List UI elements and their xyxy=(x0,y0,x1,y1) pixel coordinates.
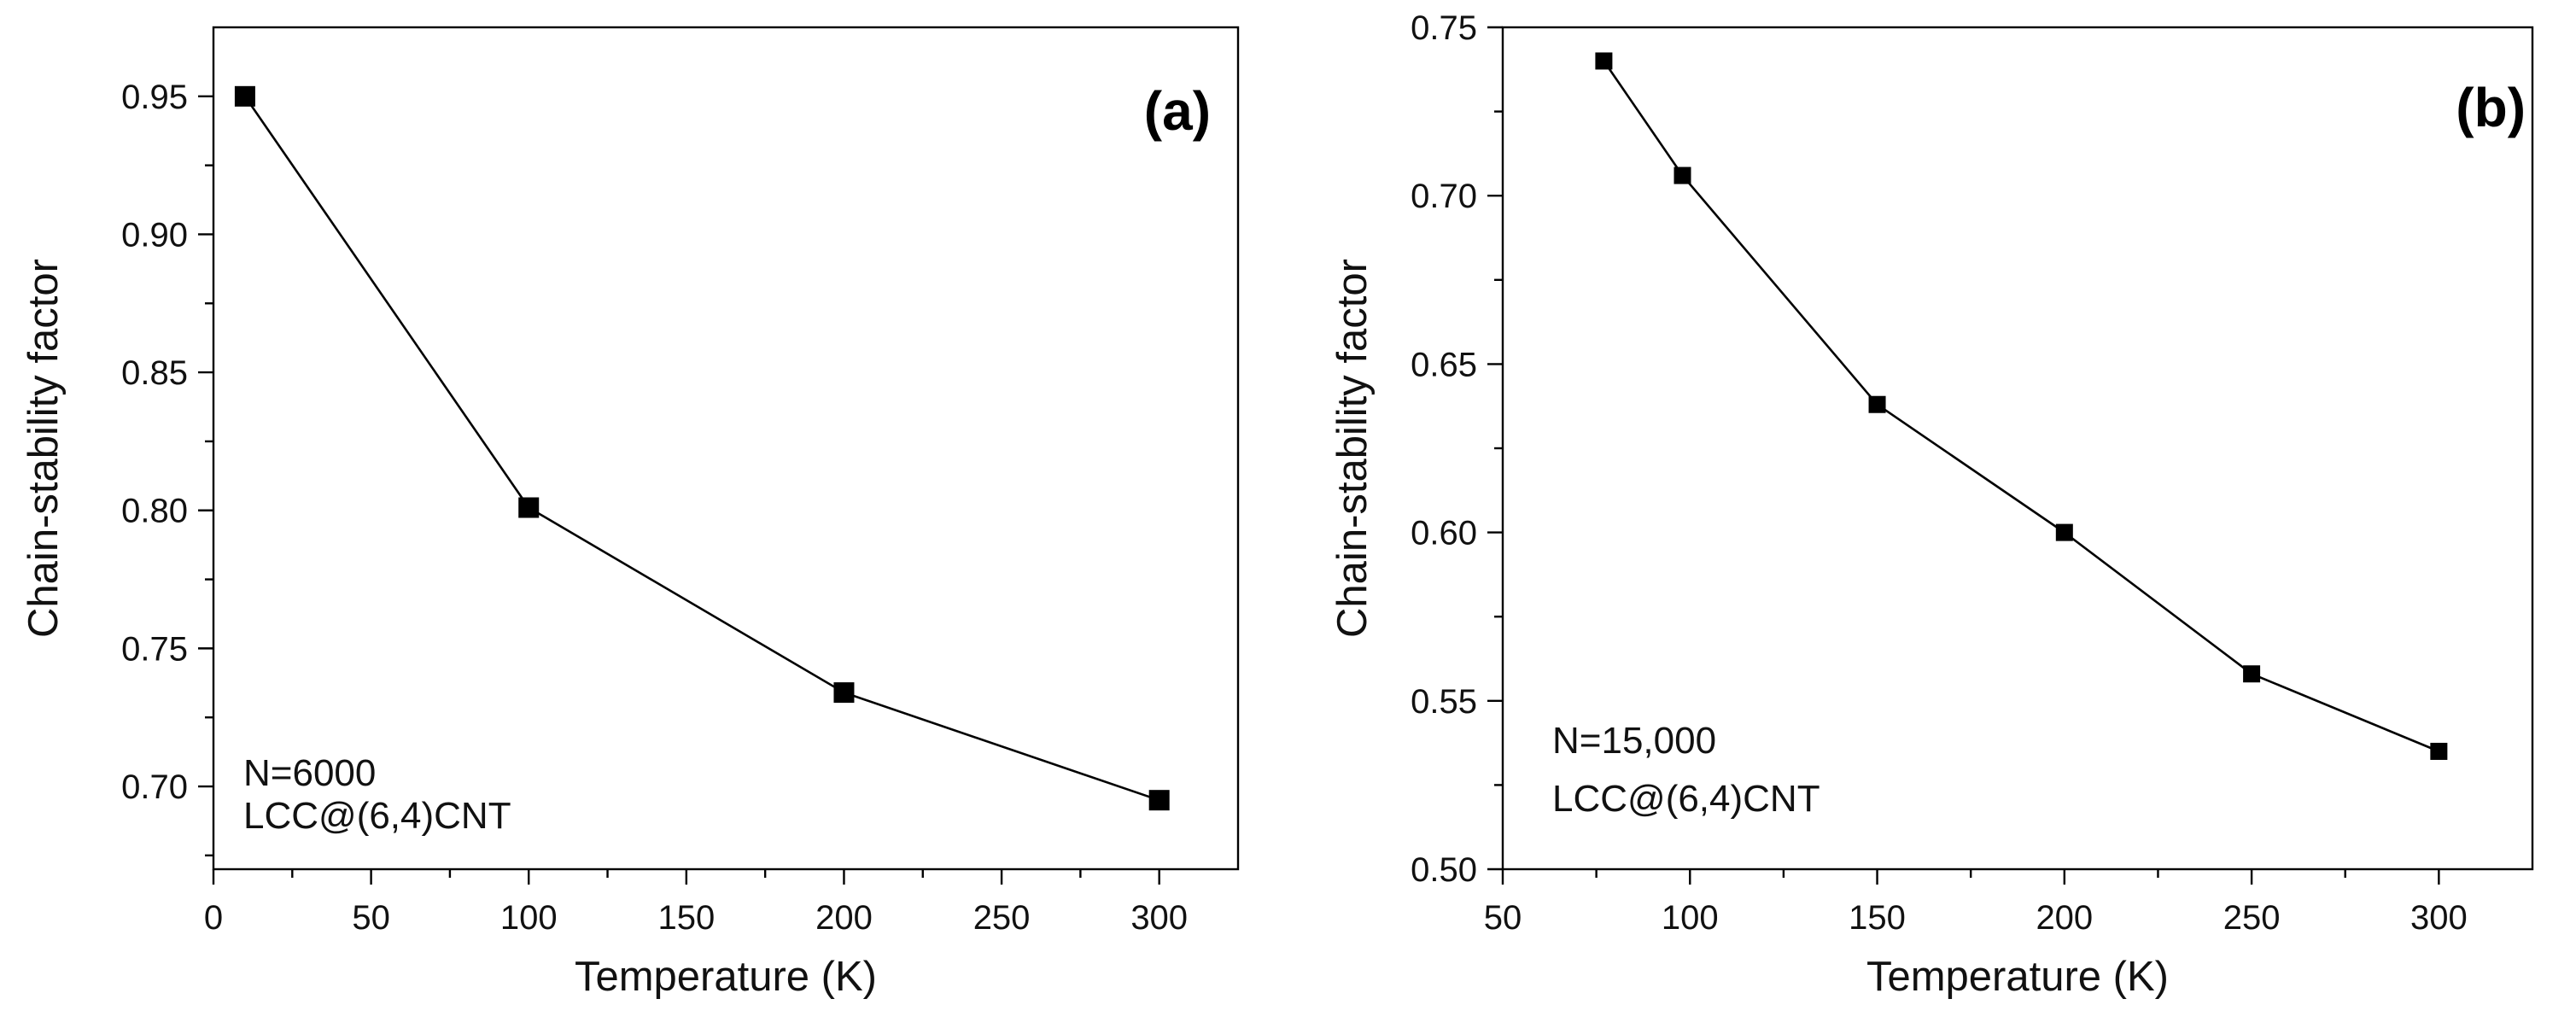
y-tick-label-a: 0.95 xyxy=(121,79,188,116)
data-point-b xyxy=(2243,665,2261,683)
chart-panel-a: 0 50 100 150 200 250 300 0.70 0.75 0.80 0.85 0.90 0.… xyxy=(20,26,1240,1000)
series-line-b xyxy=(1603,60,2439,753)
y-tick-label-b: 0.60 xyxy=(1411,515,1477,552)
y-tick-label-a: 0.80 xyxy=(121,493,188,530)
y-tick-label-b: 0.50 xyxy=(1411,851,1477,889)
x-tick-label-a: 100 xyxy=(500,899,558,937)
x-tick-label-b: 100 xyxy=(1662,899,1719,937)
x-tick-label-a: 200 xyxy=(815,899,873,937)
annotation-system-a: LCC@(6,4)CNT xyxy=(243,795,511,837)
data-point-a xyxy=(234,85,255,107)
y-axis-title-a: Chain-stability factor xyxy=(20,259,67,638)
data-point-a xyxy=(833,682,855,704)
annotation-n-a: N=6000 xyxy=(243,752,376,794)
x-tick-label-a: 0 xyxy=(204,899,223,937)
chart-panel-b: 50 100 150 200 250 300 0.50 0.55 0.60 0.65 0.70 0.7… xyxy=(1329,9,2534,1000)
panel-label-b: (b) xyxy=(2456,77,2526,138)
x-tick-label-a: 250 xyxy=(973,899,1031,937)
y-tick-label-b: 0.65 xyxy=(1411,346,1477,383)
y-tick-label-b: 0.75 xyxy=(1411,9,1477,47)
y-tick-label-b: 0.55 xyxy=(1411,683,1477,721)
y-axis-title-b: Chain-stability factor xyxy=(1329,259,1376,638)
x-tick-label-a: 300 xyxy=(1130,899,1188,937)
annotation-n-b: N=15,000 xyxy=(1552,720,1716,762)
data-point-a xyxy=(518,497,540,518)
y-tick-label-a: 0.85 xyxy=(121,354,188,392)
data-point-b xyxy=(1595,52,1613,70)
x-axis-title-b: Temperature (K) xyxy=(1866,954,2169,1000)
x-tick-label-b: 50 xyxy=(1484,899,1522,937)
x-tick-label-a: 50 xyxy=(352,899,390,937)
y-tick-label-b: 0.70 xyxy=(1411,178,1477,215)
series-line-a xyxy=(243,96,1160,802)
x-axis-title-a: Temperature (K) xyxy=(575,954,877,1000)
annotation-system-b: LCC@(6,4)CNT xyxy=(1552,778,1820,820)
data-point-b xyxy=(1868,395,1886,413)
x-tick-label-a: 150 xyxy=(657,899,715,937)
x-tick-label-b: 250 xyxy=(2223,899,2281,937)
plot-frame-a xyxy=(212,26,1240,871)
y-tick-label-a: 0.70 xyxy=(121,768,188,806)
data-point-a xyxy=(1148,790,1170,811)
x-tick-label-b: 200 xyxy=(2036,899,2093,937)
panel-label-a: (a) xyxy=(1144,80,1211,142)
x-tick-label-b: 150 xyxy=(1849,899,1906,937)
y-tick-label-a: 0.90 xyxy=(121,216,188,254)
data-point-b xyxy=(2055,523,2073,541)
x-tick-label-b: 300 xyxy=(2410,899,2468,937)
y-tick-label-a: 0.75 xyxy=(121,630,188,668)
data-point-b xyxy=(1674,166,1691,184)
data-point-b xyxy=(2430,742,2448,760)
